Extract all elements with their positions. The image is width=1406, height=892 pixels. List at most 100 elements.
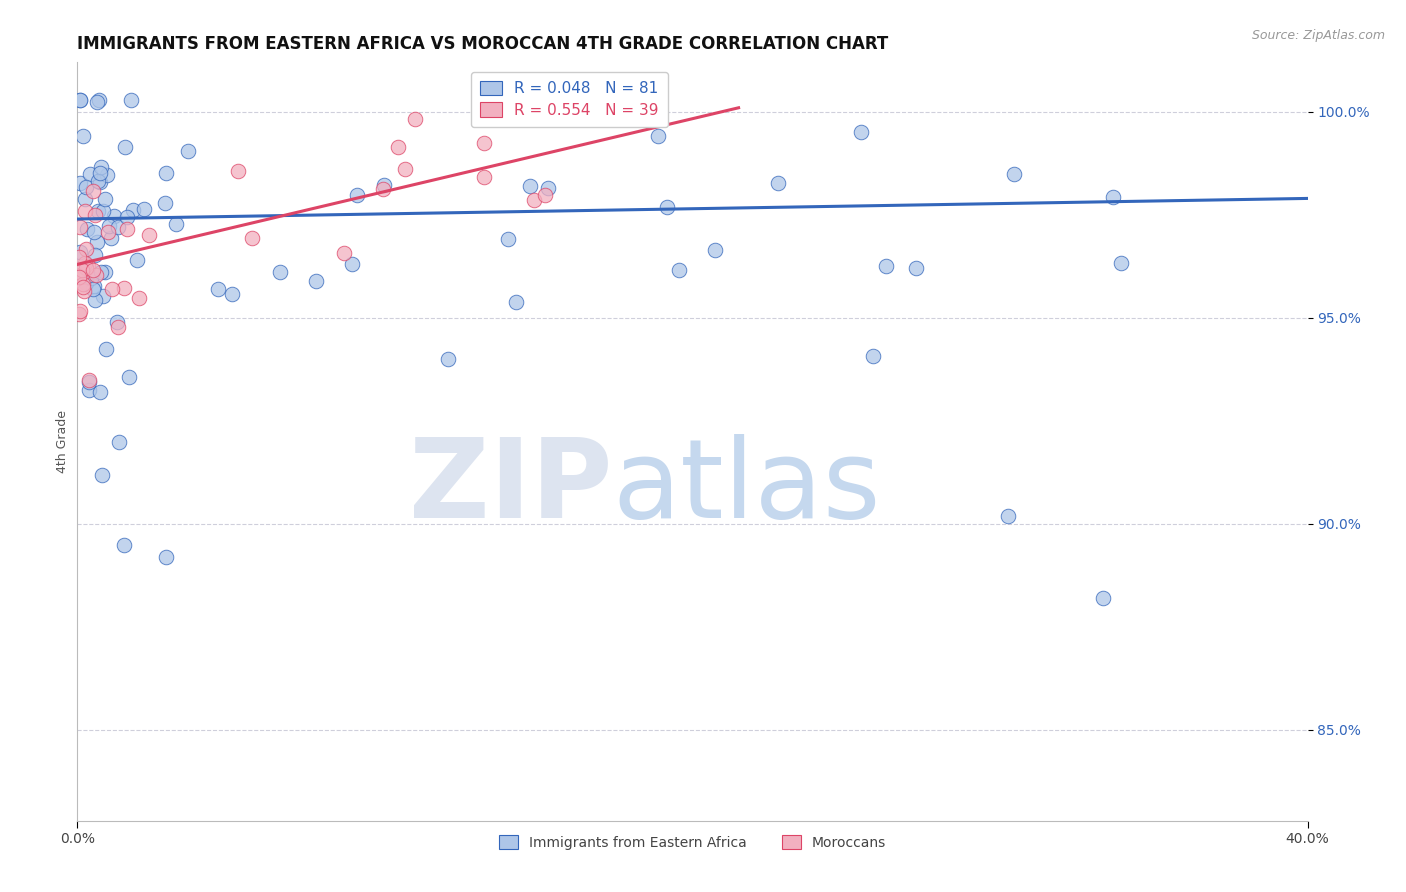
Point: [72, 280, 94, 294]
Point: [75, 180, 97, 194]
Point: [387, 140, 409, 154]
Point: [69, 245, 91, 260]
Point: [134, 202, 156, 216]
Point: [498, 232, 520, 246]
Point: [120, 93, 142, 107]
Point: [114, 139, 136, 153]
Point: [240, 231, 263, 245]
Point: [67, 250, 90, 264]
Point: [107, 320, 129, 334]
Point: [112, 537, 135, 551]
Point: [177, 144, 200, 158]
Point: [87, 174, 110, 188]
Point: [91, 204, 114, 219]
Point: [94, 342, 117, 356]
Text: Source: ZipAtlas.com: Source: ZipAtlas.com: [1251, 29, 1385, 42]
Point: [105, 315, 128, 329]
Point: [86, 235, 108, 249]
Point: [84, 248, 107, 262]
Point: [86, 204, 108, 219]
Point: [703, 243, 725, 257]
Point: [80, 271, 103, 285]
Point: [93, 265, 115, 279]
Point: [333, 246, 356, 260]
Point: [155, 165, 177, 179]
Point: [84, 268, 107, 283]
Point: [97, 219, 120, 233]
Point: [505, 93, 527, 107]
Point: [537, 181, 560, 195]
Point: [128, 291, 150, 305]
Point: [100, 231, 122, 245]
Point: [82, 262, 104, 277]
Point: [75, 261, 97, 276]
Point: [534, 188, 557, 202]
Point: [404, 112, 426, 127]
Point: [437, 352, 460, 367]
Point: [226, 164, 249, 178]
Text: ZIP: ZIP: [409, 434, 613, 541]
Legend: Immigrants from Eastern Africa, Moroccans: Immigrants from Eastern Africa, Moroccan…: [494, 830, 891, 855]
Point: [79, 167, 101, 181]
Point: [77, 375, 100, 389]
Point: [547, 109, 569, 123]
Point: [75, 277, 97, 291]
Point: [96, 168, 118, 182]
Point: [1111, 256, 1133, 270]
Point: [69, 176, 91, 190]
Point: [107, 220, 129, 235]
Point: [112, 281, 135, 295]
Point: [73, 204, 96, 219]
Point: [115, 210, 138, 224]
Point: [76, 222, 98, 236]
Point: [70, 263, 93, 277]
Point: [69, 304, 91, 318]
Point: [269, 264, 291, 278]
Point: [766, 176, 789, 190]
Point: [117, 370, 139, 384]
Point: [75, 256, 97, 270]
Point: [89, 385, 111, 400]
Point: [373, 178, 395, 193]
Point: [93, 192, 115, 206]
Point: [997, 508, 1019, 523]
Point: [346, 188, 368, 202]
Point: [77, 372, 100, 386]
Point: [1101, 190, 1123, 204]
Point: [655, 200, 678, 214]
Point: [340, 257, 363, 271]
Point: [523, 193, 546, 207]
Point: [82, 184, 104, 198]
Point: [69, 220, 91, 235]
Point: [122, 202, 145, 217]
Point: [83, 279, 105, 293]
Point: [73, 284, 96, 298]
Point: [83, 225, 105, 239]
Point: [138, 228, 160, 243]
Point: [69, 93, 91, 107]
Point: [305, 273, 328, 287]
Point: [153, 195, 176, 210]
Point: [73, 192, 96, 206]
Point: [519, 179, 541, 194]
Point: [77, 384, 100, 398]
Point: [207, 282, 229, 296]
Point: [69, 93, 91, 107]
Point: [72, 277, 94, 291]
Point: [103, 210, 125, 224]
Point: [83, 208, 105, 222]
Text: atlas: atlas: [613, 434, 882, 541]
Point: [647, 128, 669, 143]
Point: [101, 282, 124, 296]
Point: [108, 434, 131, 449]
Point: [90, 160, 112, 174]
Point: [668, 263, 690, 277]
Point: [472, 169, 495, 184]
Y-axis label: 4th Grade: 4th Grade: [56, 410, 69, 473]
Point: [70, 267, 93, 281]
Point: [89, 175, 111, 189]
Text: IMMIGRANTS FROM EASTERN AFRICA VS MOROCCAN 4TH GRADE CORRELATION CHART: IMMIGRANTS FROM EASTERN AFRICA VS MOROCC…: [77, 35, 889, 53]
Point: [67, 307, 90, 321]
Point: [1002, 168, 1025, 182]
Point: [77, 259, 100, 273]
